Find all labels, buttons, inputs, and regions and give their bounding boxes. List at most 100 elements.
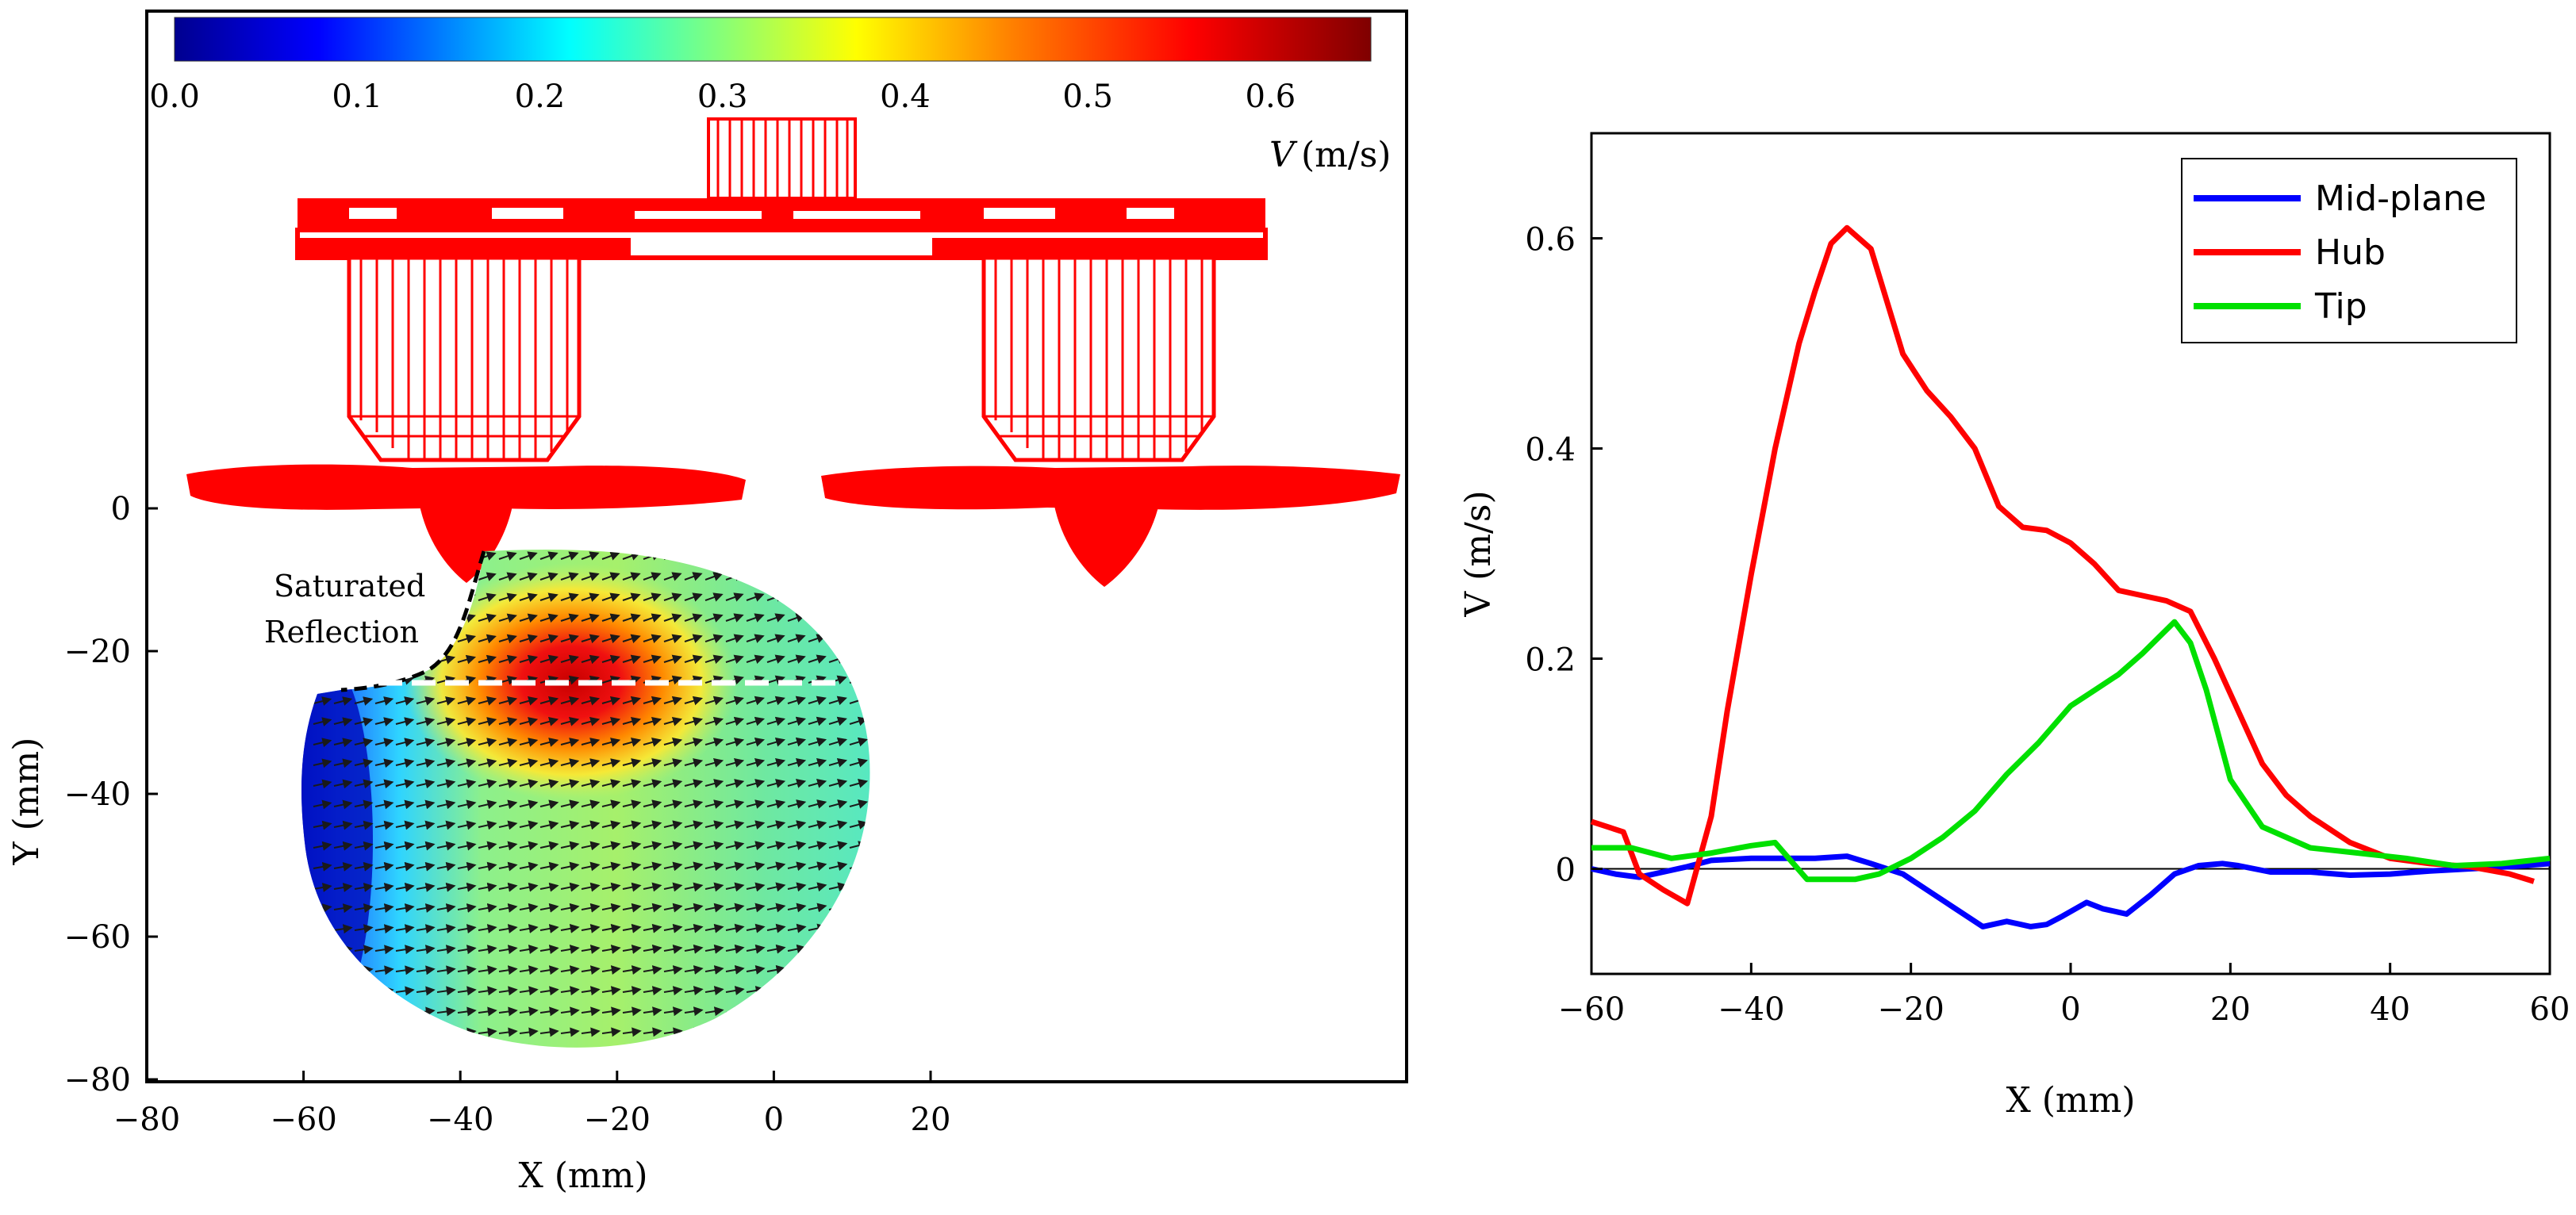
vector-arrow	[416, 841, 436, 851]
vector-arrow	[581, 945, 601, 954]
vector-arrow	[478, 882, 497, 892]
vector-arrow	[601, 738, 621, 747]
vector-arrow	[684, 572, 703, 581]
vector-arrow	[539, 841, 559, 851]
x-axis-label: X (mm)	[2006, 1080, 2135, 1121]
vector-arrow	[436, 820, 456, 830]
vector-arrow	[498, 654, 518, 665]
vector-arrow	[313, 717, 332, 726]
vector-arrow	[560, 738, 580, 747]
vector-arrow	[416, 945, 436, 955]
vector-arrow	[725, 779, 745, 788]
vector-arrow	[787, 903, 807, 913]
vector-arrow	[581, 799, 601, 810]
vector-arrow	[313, 758, 332, 768]
vector-arrow	[725, 716, 745, 726]
vector-arrow	[478, 1027, 497, 1037]
vector-arrow	[581, 1006, 601, 1017]
vector-arrow	[519, 1006, 539, 1017]
vector-arrow	[581, 613, 600, 623]
legend-items: Mid-plane Hub Tip	[2194, 178, 2486, 327]
vector-arrow	[684, 799, 704, 809]
vector-arrow	[436, 634, 456, 644]
vector-arrow	[663, 923, 683, 933]
vector-arrow	[643, 613, 662, 623]
vector-arrow	[498, 841, 518, 851]
vector-arrow	[560, 613, 579, 623]
vector-arrow	[808, 737, 827, 747]
vector-arrow	[333, 924, 353, 934]
vector-arrow	[684, 779, 704, 788]
vector-arrow	[725, 923, 745, 933]
vector-arrow	[601, 861, 621, 872]
x-tick-label: −40	[1718, 991, 1784, 1028]
vector-arrow	[519, 882, 539, 892]
vector-arrow	[581, 820, 601, 830]
vector-arrow	[725, 986, 745, 995]
vector-arrow	[746, 696, 765, 706]
vector-arrow	[766, 944, 786, 954]
vector-arrow	[478, 841, 497, 851]
vector-arrow	[374, 965, 394, 975]
vector-arrow	[704, 799, 724, 809]
left-x-tick-label: 20	[911, 1102, 951, 1138]
vector-arrow	[643, 654, 662, 665]
x-tick-label: 40	[2370, 991, 2410, 1028]
vector-arrow	[374, 551, 394, 561]
vector-arrow	[643, 861, 662, 872]
vector-arrow	[601, 779, 621, 788]
vector-arrow	[313, 861, 332, 872]
vector-arrow	[684, 613, 703, 623]
vector-arrow	[498, 861, 518, 872]
vector-arrow	[828, 882, 848, 892]
vector-arrow	[457, 779, 477, 789]
vector-arrow	[539, 654, 559, 665]
vector-arrow	[870, 636, 887, 642]
vector-arrow	[828, 944, 848, 954]
left-x-tick-label: −80	[113, 1102, 180, 1138]
vector-arrow	[746, 861, 766, 872]
left-y-tick-label: −60	[64, 919, 131, 956]
vector-arrow	[560, 654, 579, 665]
vector-arrow	[746, 923, 766, 933]
vector-arrow	[354, 861, 374, 872]
vector-arrow	[704, 613, 724, 623]
vector-arrow	[333, 841, 353, 851]
vector-arrow	[622, 654, 641, 665]
vector-arrow	[354, 986, 374, 996]
vector-arrow	[704, 716, 724, 726]
vector-arrow	[808, 882, 827, 892]
vector-arrow	[601, 965, 621, 975]
vector-arrow	[374, 1006, 394, 1017]
vector-arrow	[808, 757, 827, 768]
vector-arrow	[581, 779, 601, 788]
vector-arrow	[828, 1006, 848, 1016]
vector-arrow	[354, 799, 374, 810]
vector-arrow	[436, 738, 456, 747]
vector-arrow	[663, 758, 683, 768]
vector-arrow	[849, 964, 869, 975]
vector-arrow	[787, 572, 806, 581]
vector-arrow	[354, 551, 373, 561]
vector-arrow	[870, 1010, 888, 1013]
vector-arrow	[787, 716, 807, 726]
vector-arrow	[519, 924, 539, 933]
vector-arrow	[416, 738, 436, 747]
vector-arrow	[870, 802, 887, 807]
vector-arrow	[643, 779, 662, 788]
vector-arrow	[416, 696, 436, 706]
vector-arrow	[416, 613, 435, 623]
vector-arrow	[581, 696, 601, 706]
vector-arrow	[416, 758, 436, 768]
vector-arrow	[766, 634, 785, 643]
vector-arrow	[787, 923, 807, 933]
field-outline	[340, 550, 486, 692]
vector-arrow	[766, 964, 786, 975]
vector-arrow	[725, 882, 745, 892]
vector-arrow	[395, 696, 415, 706]
vector-arrow	[560, 820, 580, 830]
vector-arrow	[601, 882, 621, 892]
vector-arrow	[436, 799, 456, 810]
left-y-ticks: 0 −20 −40 −60 −80	[64, 491, 158, 1098]
